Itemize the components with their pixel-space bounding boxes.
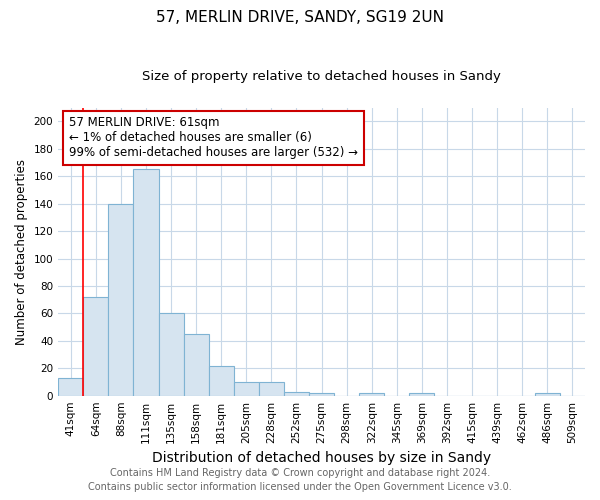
Bar <box>535 393 560 396</box>
Bar <box>109 204 133 396</box>
Title: Size of property relative to detached houses in Sandy: Size of property relative to detached ho… <box>142 70 501 83</box>
Bar <box>83 297 109 396</box>
Text: 57 MERLIN DRIVE: 61sqm
← 1% of detached houses are smaller (6)
99% of semi-detac: 57 MERLIN DRIVE: 61sqm ← 1% of detached … <box>69 116 358 160</box>
Text: 57, MERLIN DRIVE, SANDY, SG19 2UN: 57, MERLIN DRIVE, SANDY, SG19 2UN <box>156 10 444 25</box>
Bar <box>184 334 209 396</box>
Bar <box>58 378 83 396</box>
Bar <box>209 366 234 396</box>
Bar <box>234 382 259 396</box>
X-axis label: Distribution of detached houses by size in Sandy: Distribution of detached houses by size … <box>152 451 491 465</box>
Bar <box>359 393 385 396</box>
Bar <box>259 382 284 396</box>
Text: Contains HM Land Registry data © Crown copyright and database right 2024.
Contai: Contains HM Land Registry data © Crown c… <box>88 468 512 492</box>
Bar <box>284 392 309 396</box>
Bar <box>158 314 184 396</box>
Bar <box>309 393 334 396</box>
Bar <box>409 393 434 396</box>
Bar <box>133 170 158 396</box>
Y-axis label: Number of detached properties: Number of detached properties <box>15 158 28 344</box>
